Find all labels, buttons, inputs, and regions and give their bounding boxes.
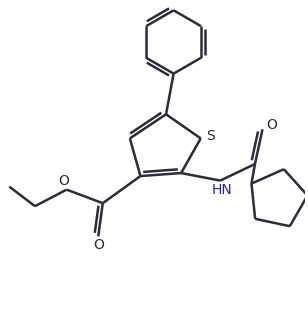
Text: O: O — [266, 118, 277, 132]
Text: O: O — [93, 238, 104, 252]
Text: S: S — [206, 129, 215, 143]
Text: HN: HN — [211, 183, 232, 197]
Text: O: O — [58, 174, 69, 188]
